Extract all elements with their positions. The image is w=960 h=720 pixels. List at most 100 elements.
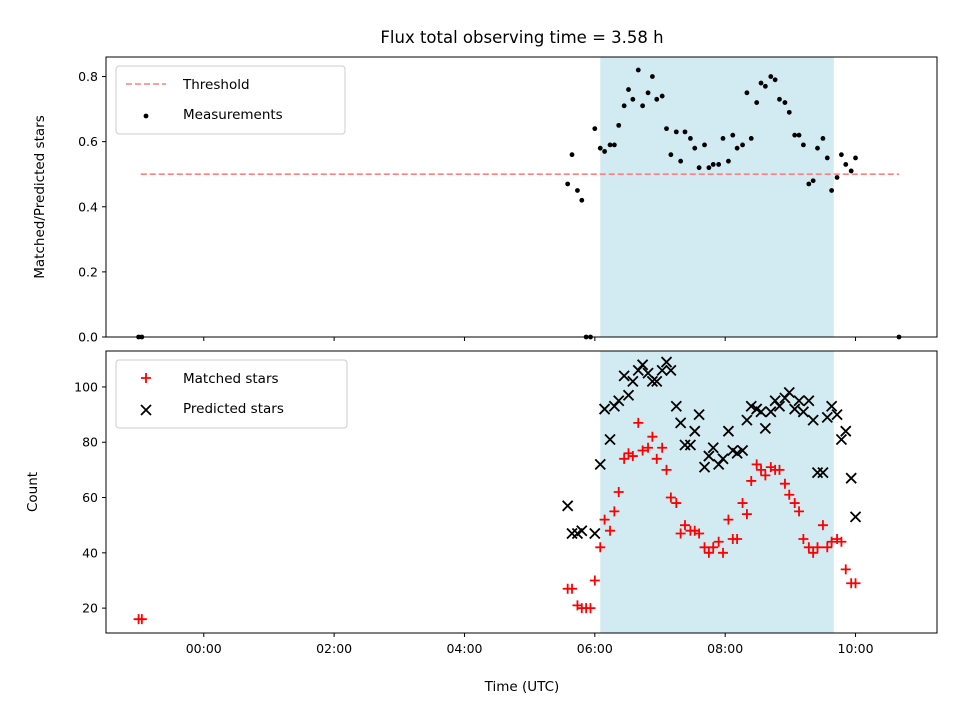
predicted-star-point <box>636 359 649 371</box>
predicted-star-point <box>736 444 749 457</box>
measurement-point <box>696 165 702 171</box>
measurement-point <box>800 142 806 148</box>
predicted-star-point <box>731 447 743 459</box>
matched-star-point <box>675 528 686 539</box>
matched-star-point <box>760 470 771 481</box>
predicted-star-point <box>717 453 729 465</box>
predicted-star-point <box>589 527 601 540</box>
legend-predicted-swatch <box>140 404 152 416</box>
measurement-point <box>597 145 603 151</box>
y-tick-label: 0.2 <box>78 264 98 279</box>
matched-star-point <box>671 498 682 509</box>
measurement-point <box>810 178 816 184</box>
predicted-star-point <box>684 439 697 451</box>
measurement-point <box>635 67 641 73</box>
measurement-point <box>664 126 669 132</box>
predicted-star-point <box>670 400 682 412</box>
matched-star-point <box>822 542 833 553</box>
predicted-star-point <box>797 406 810 418</box>
measurement-point <box>621 103 627 109</box>
measurement-point <box>843 162 849 167</box>
matched-star-point <box>741 509 752 520</box>
measurement-point <box>839 152 844 158</box>
legend-matched-swatch <box>141 373 151 383</box>
measurement-point <box>740 142 745 148</box>
measurement-point <box>692 145 698 151</box>
predicted-star-point <box>698 461 711 473</box>
measurement-point <box>777 96 782 102</box>
predicted-star-point <box>817 467 829 479</box>
legend-label: Predicted stars <box>183 401 284 417</box>
matched-star-point <box>751 459 762 470</box>
measurement-point <box>602 149 607 154</box>
matched-star-point <box>637 445 648 456</box>
predicted-star-point <box>807 414 819 426</box>
measurement-point <box>702 142 707 148</box>
legend-measurements-swatch <box>143 113 149 119</box>
measurement-point <box>720 135 726 141</box>
matched-star-point <box>585 603 596 614</box>
legend-box <box>115 359 348 429</box>
predicted-star-point <box>745 400 757 412</box>
measurement-point <box>768 74 774 79</box>
measurement-point <box>744 90 750 96</box>
y-tick-label: 0.6 <box>78 134 98 149</box>
axes-frame <box>105 56 938 338</box>
measurement-point <box>616 122 622 128</box>
measurement-point <box>654 96 660 102</box>
matched-star-point <box>718 547 729 558</box>
measurement-point <box>730 132 736 138</box>
predicted-star-point <box>660 356 673 368</box>
predicted-star-point <box>622 389 635 401</box>
x-tick-label: 00:00 <box>186 641 222 656</box>
measurement-point <box>726 158 731 164</box>
measurement-point <box>748 135 754 141</box>
predicted-star-point <box>689 425 701 437</box>
measurement-point <box>706 165 712 171</box>
matched-star-point <box>836 536 847 547</box>
predicted-star-point <box>849 511 862 523</box>
x-tick-label: 06:00 <box>577 641 613 656</box>
predicted-star-point <box>576 525 588 537</box>
measurement-point <box>782 100 788 105</box>
matched-star-point <box>812 542 823 553</box>
predicted-star-point <box>627 375 639 388</box>
x-tick-label: 08:00 <box>707 641 743 656</box>
matched-star-point <box>826 536 837 547</box>
predicted-star-point <box>646 375 659 388</box>
predicted-star-point <box>665 364 677 376</box>
matched-star-point <box>665 492 676 503</box>
y-tick-label: 0.8 <box>78 69 98 84</box>
measurement-point <box>569 152 575 158</box>
x-axis-label: Time (UTC) <box>484 679 560 695</box>
predicted-star-point <box>789 403 801 415</box>
predicted-star-point <box>821 411 833 423</box>
legend-box <box>115 65 346 135</box>
matched-star-point <box>708 542 719 553</box>
matched-star-point <box>619 453 630 464</box>
observing-window-span <box>600 351 834 633</box>
measurement-point <box>678 158 684 164</box>
matched-star-point <box>732 534 743 544</box>
predicted-star-point <box>783 386 795 399</box>
y-axis-label: Matched/Predicted stars <box>32 115 48 278</box>
measurement-point <box>630 96 636 102</box>
matched-star-point <box>737 498 748 509</box>
matched-star-point <box>647 431 658 442</box>
predicted-star-point <box>825 400 838 412</box>
matched-star-point <box>609 506 620 517</box>
measurement-point <box>659 93 665 99</box>
predicted-star-point <box>707 442 719 454</box>
matched-star-point <box>699 542 710 553</box>
measurement-point <box>820 135 826 141</box>
matched-star-point <box>703 547 714 558</box>
measurement-point <box>649 74 655 79</box>
predicted-star-point <box>759 422 772 435</box>
measurement-point <box>806 181 812 187</box>
matched-star-point <box>803 542 814 553</box>
measurement-point <box>762 83 768 89</box>
x-tick-label: 02:00 <box>316 641 352 656</box>
matched-star-point <box>808 547 819 558</box>
predicted-star-point <box>765 406 777 418</box>
